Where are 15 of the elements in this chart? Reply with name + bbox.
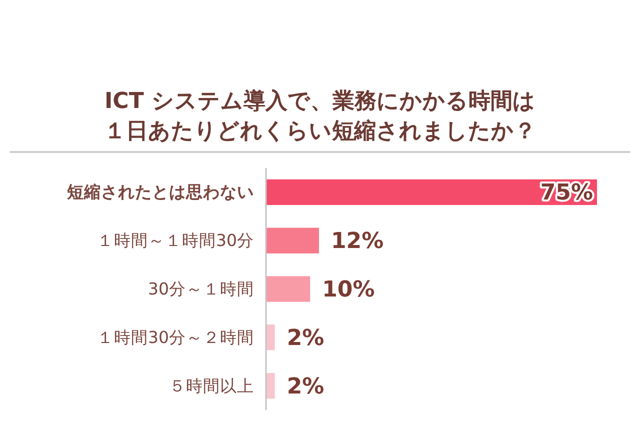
bar: [266, 324, 275, 350]
data-label: 75%: [540, 180, 593, 206]
y-tick-label: ５時間以上: [169, 376, 254, 396]
bar: [266, 228, 319, 254]
data-label: 2%: [286, 374, 324, 400]
data-label: 2%: [286, 326, 324, 351]
data-label: 12%: [330, 229, 384, 254]
y-tick-label: 短縮されたとは思わない: [66, 182, 254, 202]
title: ICT システム導入で、業務にかかる時間は１日あたりどれくらい短縮されましたか？: [104, 89, 536, 144]
data-label: 10%: [322, 278, 375, 302]
bar: [266, 372, 275, 399]
bar: [266, 276, 310, 302]
y-tick-label: １時間～１時間30分: [97, 231, 254, 250]
y-tick-label: １時間30分～２時間: [97, 328, 254, 347]
y-tick-label: 30分～１時間: [148, 280, 254, 298]
